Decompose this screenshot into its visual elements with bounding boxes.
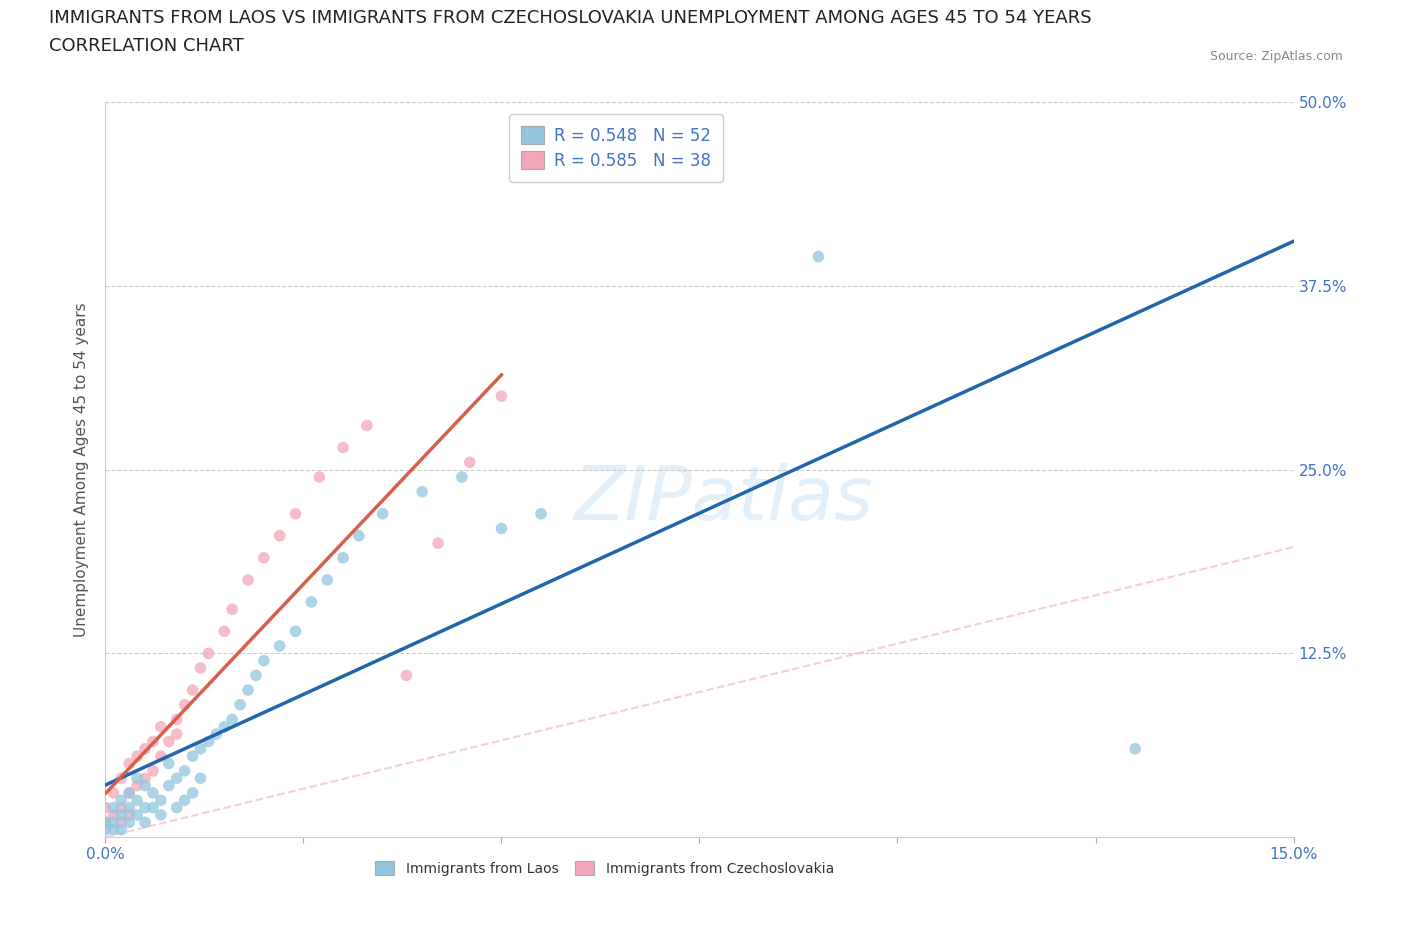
Legend: Immigrants from Laos, Immigrants from Czechoslovakia: Immigrants from Laos, Immigrants from Cz… xyxy=(370,856,839,882)
Point xyxy=(253,551,276,565)
Point xyxy=(110,792,132,807)
Point xyxy=(110,807,132,822)
Text: CORRELATION CHART: CORRELATION CHART xyxy=(49,37,245,55)
Point xyxy=(491,389,513,404)
Point xyxy=(221,712,243,727)
Point xyxy=(450,470,472,485)
Point xyxy=(197,734,219,749)
Point xyxy=(332,440,354,455)
Point xyxy=(245,668,267,683)
Point xyxy=(142,764,165,778)
Point xyxy=(190,741,212,756)
Point xyxy=(134,771,156,786)
Point xyxy=(103,822,125,837)
Text: IMMIGRANTS FROM LAOS VS IMMIGRANTS FROM CZECHOSLOVAKIA UNEMPLOYMENT AMONG AGES 4: IMMIGRANTS FROM LAOS VS IMMIGRANTS FROM … xyxy=(49,9,1092,27)
Point xyxy=(127,778,149,793)
Point xyxy=(316,573,339,588)
Point xyxy=(166,800,188,815)
Point xyxy=(103,807,125,822)
Y-axis label: Unemployment Among Ages 45 to 54 years: Unemployment Among Ages 45 to 54 years xyxy=(75,302,90,637)
Point xyxy=(395,668,418,683)
Point xyxy=(149,792,172,807)
Point xyxy=(427,536,450,551)
Point xyxy=(110,771,132,786)
Point xyxy=(173,792,195,807)
Point xyxy=(94,822,117,837)
Point xyxy=(134,815,156,830)
Point xyxy=(530,506,553,521)
Point xyxy=(127,807,149,822)
Point xyxy=(103,800,125,815)
Point xyxy=(134,741,156,756)
Point xyxy=(142,786,165,801)
Point xyxy=(118,786,141,801)
Point xyxy=(118,756,141,771)
Point xyxy=(284,624,307,639)
Point xyxy=(356,418,378,433)
Point xyxy=(94,815,117,830)
Point xyxy=(411,485,433,499)
Point xyxy=(253,653,276,668)
Point xyxy=(214,624,236,639)
Point xyxy=(110,800,132,815)
Point xyxy=(149,720,172,735)
Point xyxy=(269,639,291,654)
Point xyxy=(127,792,149,807)
Text: ZIPatlas: ZIPatlas xyxy=(574,463,873,535)
Point xyxy=(458,455,481,470)
Point xyxy=(236,683,259,698)
Point xyxy=(166,726,188,741)
Point xyxy=(205,726,228,741)
Point xyxy=(118,807,141,822)
Point xyxy=(332,551,354,565)
Point xyxy=(347,528,370,543)
Point xyxy=(173,698,195,712)
Point xyxy=(221,602,243,617)
Point xyxy=(142,734,165,749)
Point xyxy=(103,815,125,830)
Point xyxy=(134,778,156,793)
Point xyxy=(491,521,513,536)
Point xyxy=(94,800,117,815)
Point xyxy=(181,683,204,698)
Point xyxy=(110,815,132,830)
Point xyxy=(229,698,252,712)
Point xyxy=(166,712,188,727)
Point xyxy=(236,573,259,588)
Point xyxy=(127,771,149,786)
Point xyxy=(166,771,188,786)
Point xyxy=(157,734,180,749)
Point xyxy=(149,807,172,822)
Point xyxy=(197,646,219,661)
Point xyxy=(127,749,149,764)
Point xyxy=(1123,741,1146,756)
Point xyxy=(157,778,180,793)
Point xyxy=(110,822,132,837)
Point xyxy=(181,749,204,764)
Point xyxy=(103,786,125,801)
Point xyxy=(190,771,212,786)
Point xyxy=(134,800,156,815)
Point xyxy=(173,764,195,778)
Point xyxy=(118,786,141,801)
Point xyxy=(308,470,330,485)
Text: Source: ZipAtlas.com: Source: ZipAtlas.com xyxy=(1209,50,1343,63)
Point xyxy=(190,660,212,675)
Point xyxy=(149,749,172,764)
Point xyxy=(118,800,141,815)
Point xyxy=(269,528,291,543)
Point xyxy=(118,815,141,830)
Point xyxy=(371,506,394,521)
Point xyxy=(299,594,322,609)
Point xyxy=(181,786,204,801)
Point xyxy=(157,756,180,771)
Point xyxy=(214,720,236,735)
Point xyxy=(807,249,830,264)
Point xyxy=(284,506,307,521)
Point xyxy=(142,800,165,815)
Point xyxy=(94,815,117,830)
